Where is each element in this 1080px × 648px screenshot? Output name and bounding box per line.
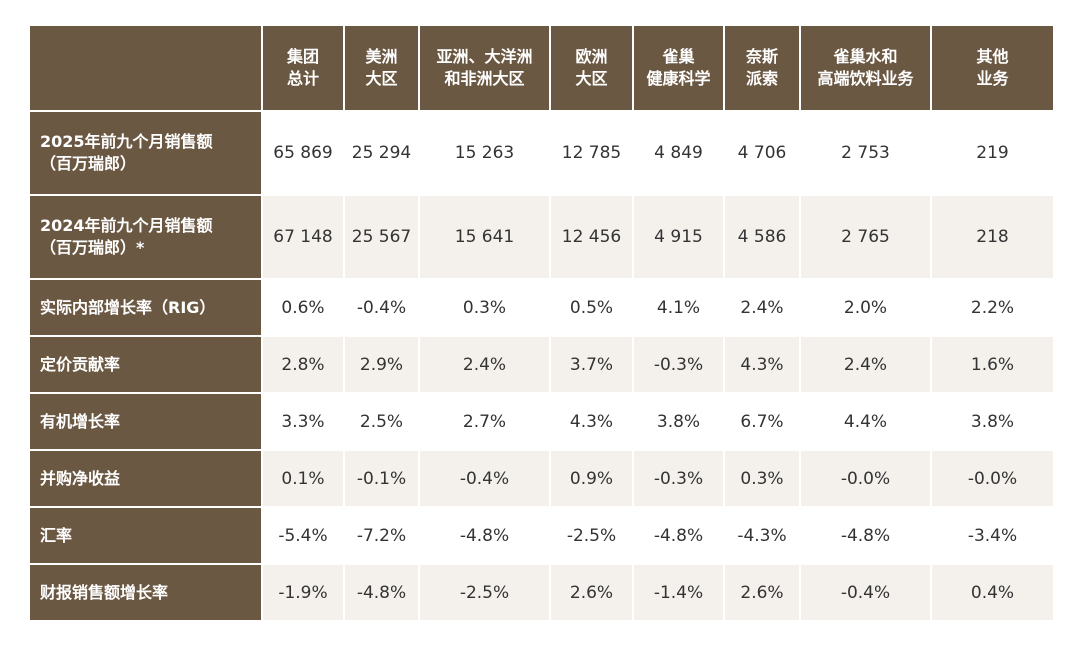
table-cell: 0.5%: [551, 278, 634, 335]
table-cell: 4 586: [725, 194, 801, 278]
table-row: 财报销售额增长率 -1.9% -4.8% -2.5% 2.6% -1.4% 2.6% -0.4…: [30, 563, 1053, 620]
sales-table-container: 集团 总计 美洲 大区 亚洲、大洋洲 和非洲大区 欧洲 大区 雀巢 健康科学 奈斯 派索 雀巢水和 高端饮…: [30, 26, 1053, 620]
table-cell: 2.4%: [420, 335, 551, 392]
table-cell: -1.4%: [634, 563, 725, 620]
table-cell: -0.3%: [634, 335, 725, 392]
table-cell: 218: [932, 194, 1053, 278]
header-corner-cell: [30, 26, 263, 110]
table-cell: -0.4%: [345, 278, 420, 335]
table-cell: 65 869: [263, 110, 345, 194]
table-cell: 2.4%: [725, 278, 801, 335]
table-cell: -4.8%: [345, 563, 420, 620]
table-row: 汇率 -5.4% -7.2% -4.8% -2.5% -4.8% -4.3% -4.8% -3.…: [30, 506, 1053, 563]
row-header: 2025年前九个月销售额 （百万瑞郎）: [30, 110, 263, 194]
table-cell: 3.7%: [551, 335, 634, 392]
table-cell: 2.5%: [345, 392, 420, 449]
table-row: 定价贡献率 2.8% 2.9% 2.4% 3.7% -0.3% 4.3% 2.4% 1.6%: [30, 335, 1053, 392]
table-cell: 12 785: [551, 110, 634, 194]
column-header: 欧洲 大区: [551, 26, 634, 110]
table-cell: 0.4%: [932, 563, 1053, 620]
table-row: 有机增长率 3.3% 2.5% 2.7% 4.3% 3.8% 6.7% 4.4% 3.8%: [30, 392, 1053, 449]
row-header: 财报销售额增长率: [30, 563, 263, 620]
table-cell: -1.9%: [263, 563, 345, 620]
table-cell: -0.3%: [634, 449, 725, 506]
table-cell: -0.4%: [420, 449, 551, 506]
table-cell: -2.5%: [420, 563, 551, 620]
table-row: 2025年前九个月销售额 （百万瑞郎） 65 869 25 294 15 263 12 7…: [30, 110, 1053, 194]
table-cell: -5.4%: [263, 506, 345, 563]
column-header: 集团 总计: [263, 26, 345, 110]
row-header: 有机增长率: [30, 392, 263, 449]
column-header: 其他 业务: [932, 26, 1053, 110]
table-cell: 15 641: [420, 194, 551, 278]
table-cell: 1.6%: [932, 335, 1053, 392]
row-header: 定价贡献率: [30, 335, 263, 392]
row-header: 实际内部增长率（RIG）: [30, 278, 263, 335]
table-row: 实际内部增长率（RIG） 0.6% -0.4% 0.3% 0.5% 4.1% 2.4% 2.0…: [30, 278, 1053, 335]
table-cell: 4 915: [634, 194, 725, 278]
table-cell: -3.4%: [932, 506, 1053, 563]
column-header: 雀巢 健康科学: [634, 26, 725, 110]
table-cell: 2.0%: [801, 278, 932, 335]
table-cell: 3.3%: [263, 392, 345, 449]
column-header: 奈斯 派索: [725, 26, 801, 110]
table-cell: -0.0%: [932, 449, 1053, 506]
table-cell: 0.1%: [263, 449, 345, 506]
row-header: 汇率: [30, 506, 263, 563]
table-cell: 2 753: [801, 110, 932, 194]
sales-table: 集团 总计 美洲 大区 亚洲、大洋洲 和非洲大区 欧洲 大区 雀巢 健康科学 奈斯 派索 雀巢水和 高端饮…: [30, 26, 1053, 620]
table-cell: -7.2%: [345, 506, 420, 563]
table-cell: 0.3%: [725, 449, 801, 506]
table-row: 并购净收益 0.1% -0.1% -0.4% 0.9% -0.3% 0.3% -0.0% -0.…: [30, 449, 1053, 506]
table-cell: 4.4%: [801, 392, 932, 449]
table-cell: 4.3%: [551, 392, 634, 449]
table-cell: 2.7%: [420, 392, 551, 449]
table-cell: -4.8%: [634, 506, 725, 563]
table-row: 2024年前九个月销售额 （百万瑞郎）* 67 148 25 567 15 641 12 …: [30, 194, 1053, 278]
table-cell: 4 706: [725, 110, 801, 194]
table-cell: 3.8%: [932, 392, 1053, 449]
column-header: 美洲 大区: [345, 26, 420, 110]
table-cell: -0.0%: [801, 449, 932, 506]
table-cell: -2.5%: [551, 506, 634, 563]
table-cell: 2.8%: [263, 335, 345, 392]
table-cell: 3.8%: [634, 392, 725, 449]
table-cell: 0.3%: [420, 278, 551, 335]
table-cell: 25 294: [345, 110, 420, 194]
table-cell: -0.1%: [345, 449, 420, 506]
table-cell: 4.1%: [634, 278, 725, 335]
table-cell: 25 567: [345, 194, 420, 278]
table-cell: 0.6%: [263, 278, 345, 335]
table-cell: -4.8%: [420, 506, 551, 563]
table-body: 2025年前九个月销售额 （百万瑞郎） 65 869 25 294 15 263 12 7…: [30, 110, 1053, 620]
table-cell: 2 765: [801, 194, 932, 278]
table-cell: 2.6%: [725, 563, 801, 620]
table-cell: 0.9%: [551, 449, 634, 506]
table-cell: 4 849: [634, 110, 725, 194]
table-header-row: 集团 总计 美洲 大区 亚洲、大洋洲 和非洲大区 欧洲 大区 雀巢 健康科学 奈斯 派索 雀巢水和 高端饮…: [30, 26, 1053, 110]
table-cell: 2.4%: [801, 335, 932, 392]
table-cell: 2.9%: [345, 335, 420, 392]
table-cell: 2.2%: [932, 278, 1053, 335]
column-header: 雀巢水和 高端饮料业务: [801, 26, 932, 110]
table-cell: -4.8%: [801, 506, 932, 563]
table-cell: -4.3%: [725, 506, 801, 563]
table-cell: 2.6%: [551, 563, 634, 620]
table-cell: 219: [932, 110, 1053, 194]
row-header: 并购净收益: [30, 449, 263, 506]
table-cell: 67 148: [263, 194, 345, 278]
column-header: 亚洲、大洋洲 和非洲大区: [420, 26, 551, 110]
table-cell: 4.3%: [725, 335, 801, 392]
table-cell: 15 263: [420, 110, 551, 194]
row-header: 2024年前九个月销售额 （百万瑞郎）*: [30, 194, 263, 278]
table-cell: 6.7%: [725, 392, 801, 449]
table-cell: -0.4%: [801, 563, 932, 620]
table-cell: 12 456: [551, 194, 634, 278]
